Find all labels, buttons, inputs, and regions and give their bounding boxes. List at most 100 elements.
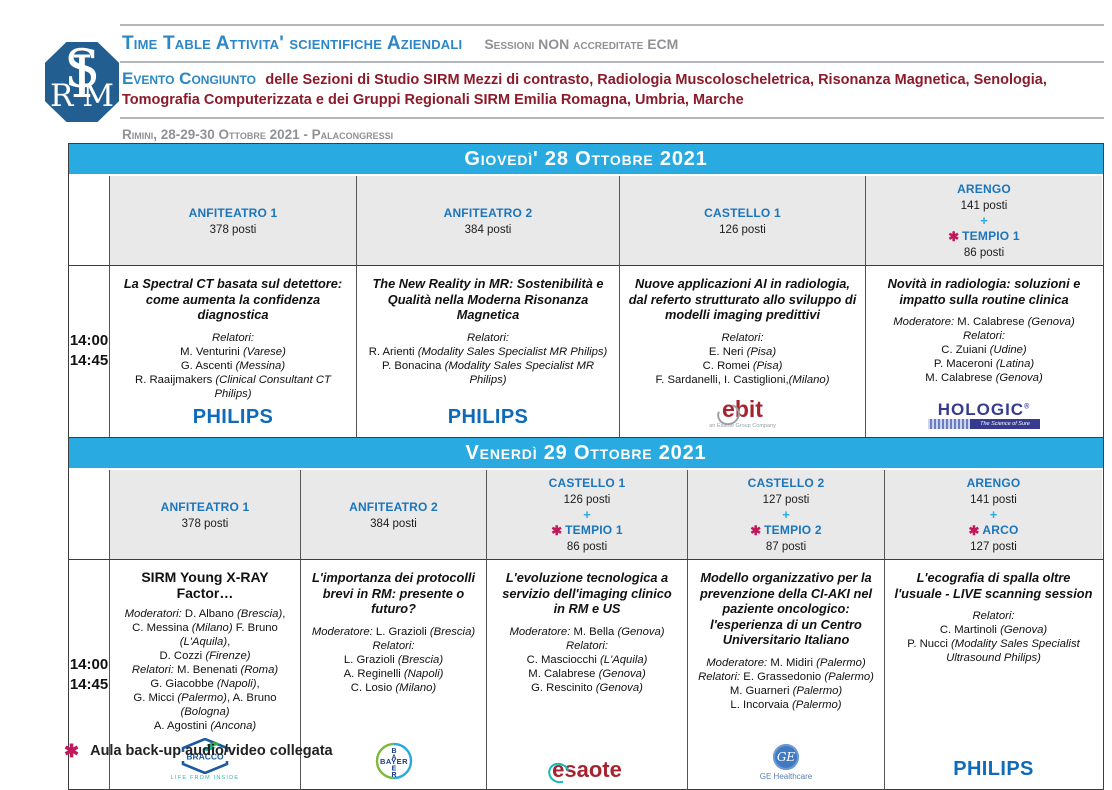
speaker-line: Relatori: [962,330,1006,342]
time-slot: 14:00 14:45 [69,266,109,437]
event-subtitle: Evento Congiunto delle Sezioni di Studio… [120,63,1104,117]
speaker-line: F. Sardanelli, I. Castiglioni,(Milano) [655,373,830,386]
hologic-tagline: The Science of Sure [970,418,1040,429]
speaker-line: Relatori: [972,610,1015,622]
speaker-line: D. Cozzi (Firenze) [159,650,251,662]
sirm-octagon-icon [45,42,119,122]
document-header: Time Table Attivita' scientifiche Aziend… [120,24,1104,142]
time-column-header [69,176,109,265]
room-seats: 141 posti [960,200,1008,212]
day-header: Venerdì 29 Ottobre 2021 [69,438,1103,470]
time-end: 14:45 [69,675,109,693]
room-name: ANFITEATRO 1 [160,499,250,514]
day-header: Giovedì' 28 Ottobre 2021 [69,144,1103,176]
backup-asterisk-icon: ✱ [968,522,980,538]
svg-text:A: A [391,755,396,762]
plus-sign: + [782,507,790,522]
sponsor-logo-slot: PHILIPS [448,401,529,429]
sponsor-logo-slot: PHILIPS [193,401,274,429]
session-row: 14:00 14:45 SIRM Young X-RAY Factor… Mod… [69,560,1103,789]
footnote-text: Aula back-up audio/video collegata [90,743,333,759]
sponsor-logo-slot: esaote [552,754,622,781]
time-column-header [69,470,109,559]
session-cell: The New Reality in MR: Sostenibilità e Q… [356,266,619,437]
room-header-row: ANFITEATRO 1 378 posti ANFITEATRO 2 384 … [69,176,1103,266]
hologic-stripes [928,418,970,429]
bracco-tagline: LIFE FROM INSIDE [170,775,240,781]
philips-logo: PHILIPS [953,758,1034,780]
room-seats: 384 posti [464,223,512,236]
room-header-castello1: CASTELLO 1 126 posti [619,176,865,265]
logo-letter: S [64,40,100,100]
svg-text:E: E [391,766,396,773]
time-start: 14:00 [69,655,109,673]
logo-letter: R [50,78,74,114]
speaker-line: Relatori: [466,331,510,344]
speaker-line: P. Bonacina (Modality Sales Specialist M… [381,359,595,386]
svg-text:B: B [391,748,396,755]
plus-sign: + [583,507,591,522]
session-title: SIRM Young X-RAY Factor… [141,569,269,601]
session-cell: L'ecografia di spalla oltre l'usuale - L… [884,560,1102,789]
speaker-line: C. Zuiani (Udine) [941,344,1027,356]
speaker-line: Moderatore: L. Grazioli (Brescia) [311,625,476,638]
room-name: TEMPIO 2 [764,523,822,537]
philips-logo: PHILIPS [192,405,274,428]
session-cell: L'evoluzione tecnologica a servizio dell… [486,560,687,789]
room-seats: 87 posti [765,541,807,553]
ecm-note: Sessioni NON accreditate ECM [484,36,679,52]
page-title: Time Table Attivita' scientifiche Aziend… [122,33,463,54]
speaker-line: M. Calabrese (Genova) [925,372,1043,384]
room-seats: 141 posti [970,494,1017,506]
speaker-line: G. Micci (Palermo), A. Bruno (Bologna) [133,692,277,718]
venue-line: Rimini, 28-29-30 Ottobre 2021 - Palacong… [122,127,394,142]
room-header-anfiteatro2: ANFITEATRO 2 384 posti [300,470,486,559]
speaker-line: M. Calabrese (Genova) [528,667,646,680]
svg-text:R: R [391,772,396,779]
time-start: 14:00 [69,332,109,350]
backup-room: ✱ ARCO [968,523,1018,537]
room-name: ARCO [982,523,1019,537]
hologic-wordmark: HOLOGIC® [937,399,1031,419]
session-title: L'evoluzione tecnologica a servizio dell… [502,570,672,616]
event-lead: Evento Congiunto [122,69,256,88]
timetable-thursday: Giovedì' 28 Ottobre 2021 ANFITEATRO 1 37… [68,143,1104,438]
svg-text:BRACCO: BRACCO [186,752,224,762]
sponsor-logo-slot: B A BAYER E R [374,736,414,781]
bracco-logo: BRACCO LIFE FROM INSIDE [171,738,239,781]
sirm-logo: S I R M [45,42,119,122]
esaote-logo: esaote [552,757,622,782]
session-cell: L'importanza dei protocolli brevi in RM:… [300,560,486,789]
backup-room: ✱ TEMPIO 1 [551,523,623,537]
speaker-line: Moderatore: M. Bella (Genova) [509,625,665,638]
speaker-line: Moderatori: D. Albano (Brescia), [124,608,286,620]
backup-asterisk-icon: ✱ [948,228,960,244]
room-header-castello2: CASTELLO 2 127 posti + ✱ TEMPIO 2 87 pos… [687,470,884,559]
bayer-logo: B A BAYER E R [375,742,412,780]
speaker-line: Moderatore: M. Midiri (Palermo) [706,656,866,669]
session-row: 14:00 14:45 La Spectral CT basata sul de… [69,266,1103,437]
backup-asterisk-icon: ✱ [64,741,80,761]
room-header-anfiteatro2: ANFITEATRO 2 384 posti [356,176,619,265]
ge-healthcare-logo: GE GE Healthcare [760,744,812,781]
ebit-logo: ebit an Esaote Group Company [709,397,776,429]
room-seats: 378 posti [209,223,257,236]
ge-monogram-icon: GE [773,744,799,770]
session-title: The New Reality in MR: Sostenibilità e Q… [372,276,604,322]
room-name: ANFITEATRO 2 [443,205,533,220]
sponsor-logo-slot: ebit an Esaote Group Company [709,393,776,429]
backup-room: ✱ TEMPIO 1 [948,229,1020,243]
session-cell: La Spectral CT basata sul detettore: com… [109,266,356,437]
room-name: ANFITEATRO 1 [188,205,278,220]
room-name: TEMPIO 1 [565,523,623,537]
time-end: 14:45 [69,352,109,370]
hologic-logo: HOLOGIC® The Science of Sure [928,401,1040,429]
speaker-line: C. Martinoli (Genova) [939,624,1048,636]
room-header-castello1: CASTELLO 1 126 posti + ✱ TEMPIO 1 86 pos… [486,470,687,559]
room-name: ARENGO [957,182,1011,196]
backup-asterisk-icon: ✱ [750,522,762,538]
speaker-line: C. Masciocchi (L'Aquila) [526,653,648,666]
speaker-line: R. Arienti (Modality Sales Specialist MR… [368,345,608,358]
room-seats: 384 posti [370,517,417,530]
room-seats: 126 posti [719,223,766,236]
